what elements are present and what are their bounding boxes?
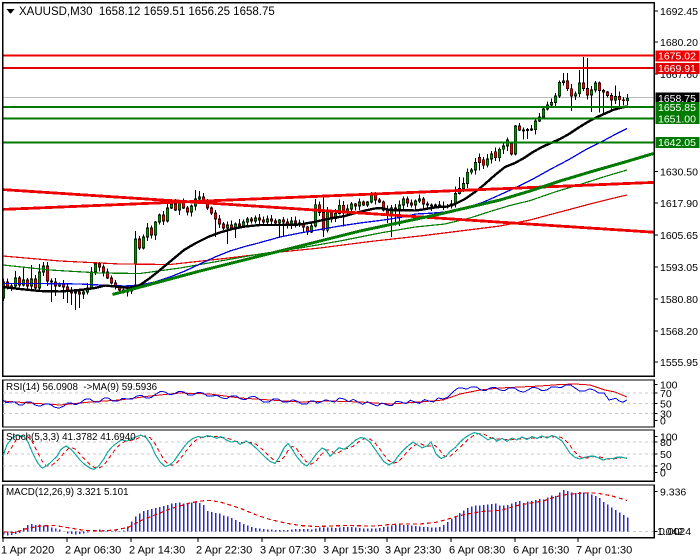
svg-text:100: 100 xyxy=(660,432,678,444)
svg-text:1655.85: 1655.85 xyxy=(658,102,696,114)
svg-text:MACD(12,26,9) 3.321 5.101: MACD(12,26,9) 3.321 5.101 xyxy=(6,487,129,498)
svg-text:1.042: 1.042 xyxy=(657,526,683,538)
svg-text:7 Apr 01:30: 7 Apr 01:30 xyxy=(576,545,632,557)
svg-text:1630.50: 1630.50 xyxy=(660,167,698,179)
svg-text:0.0024: 0.0024 xyxy=(659,526,691,538)
svg-text:70: 70 xyxy=(660,388,672,400)
svg-text:3 Apr 15:30: 3 Apr 15:30 xyxy=(323,545,379,557)
svg-text:50: 50 xyxy=(660,449,672,461)
svg-text:1651.00: 1651.00 xyxy=(658,113,696,125)
svg-text:1617.90: 1617.90 xyxy=(660,198,698,210)
svg-text:100: 100 xyxy=(660,380,678,392)
svg-text:20: 20 xyxy=(660,461,672,473)
svg-text:6 Apr 16:30: 6 Apr 16:30 xyxy=(513,545,569,557)
svg-text:0: 0 xyxy=(660,468,666,480)
svg-text:2 Apr 14:30: 2 Apr 14:30 xyxy=(129,545,185,557)
svg-text:Stoch(5,3,3) 41.3782 41.6940: Stoch(5,3,3) 41.3782 41.6940 xyxy=(6,432,136,443)
svg-text:1605.65: 1605.65 xyxy=(660,230,698,242)
svg-text:1669.91: 1669.91 xyxy=(658,63,696,75)
svg-text:0: 0 xyxy=(660,416,666,428)
svg-text:1642.05: 1642.05 xyxy=(658,137,696,149)
svg-text:1692.45: 1692.45 xyxy=(660,6,698,18)
svg-text:9.336: 9.336 xyxy=(660,487,686,499)
svg-text:3 Apr 07:30: 3 Apr 07:30 xyxy=(260,545,316,557)
svg-text:1580.80: 1580.80 xyxy=(660,294,698,306)
svg-text:50: 50 xyxy=(660,398,672,410)
svg-text:1568.20: 1568.20 xyxy=(660,326,698,338)
svg-text:1593.05: 1593.05 xyxy=(660,262,698,274)
svg-text:1675.02: 1675.02 xyxy=(658,51,696,63)
svg-text:80: 80 xyxy=(660,437,672,449)
svg-text:2 Apr 06:30: 2 Apr 06:30 xyxy=(65,545,121,557)
svg-text:1555.95: 1555.95 xyxy=(660,357,698,369)
svg-text:1658.75: 1658.75 xyxy=(658,93,696,105)
svg-text:6 Apr 08:30: 6 Apr 08:30 xyxy=(449,545,505,557)
svg-text:1 Apr 2020: 1 Apr 2020 xyxy=(1,545,54,557)
svg-text:3 Apr 23:30: 3 Apr 23:30 xyxy=(385,545,441,557)
svg-text:RSI(14) 56.0908 ->MA(9) 59.59: RSI(14) 56.0908 ->MA(9) 59.5936 xyxy=(6,382,158,393)
svg-text:2 Apr 22:30: 2 Apr 22:30 xyxy=(196,545,252,557)
svg-text:XAUUSD,M30 1658.12 1659.51 16: XAUUSD,M30 1658.12 1659.51 1656.25 1658.… xyxy=(19,6,275,18)
svg-text:30: 30 xyxy=(660,409,672,421)
svg-text:1680.20: 1680.20 xyxy=(660,37,698,49)
